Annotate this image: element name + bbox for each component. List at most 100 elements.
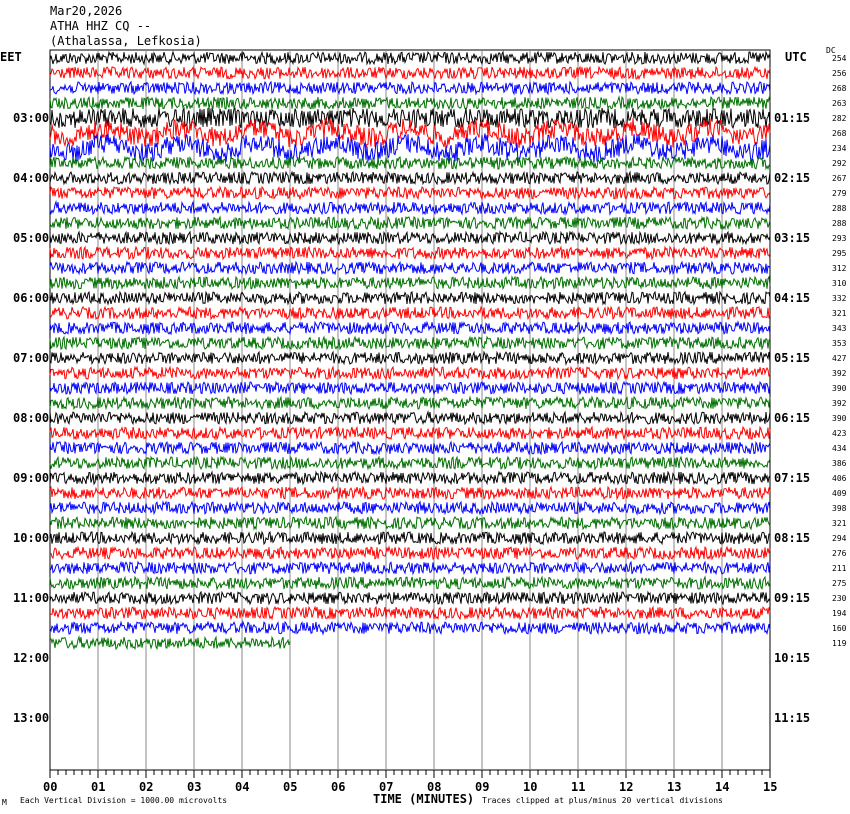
dc-offset-label: 332 [832,294,847,303]
seismic-trace [49,170,771,186]
x-tick-label: 06 [331,780,346,794]
seismic-trace [49,560,771,576]
plot-frame [49,49,771,771]
x-tick-label: 11 [571,780,586,794]
seismic-trace [49,65,771,81]
dc-offset-label: 276 [832,549,847,558]
right-time-label: 06:15 [774,411,811,425]
x-tick-label: 07 [379,780,394,794]
x-tick-label: 08 [427,780,442,794]
seismic-trace [49,500,771,516]
seismic-trace [49,515,771,531]
seismic-trace [49,635,291,651]
seismic-trace [49,605,771,621]
right-time-label: 07:15 [774,471,811,485]
left-time-label: 03:00 [13,111,50,125]
scale-note: Each Vertical Division = 1000.00 microvo… [20,796,228,805]
dc-offset-label: 312 [832,264,847,273]
dc-offset-label: 288 [832,219,847,228]
seismic-trace [49,575,771,591]
x-tick-label: 12 [619,780,634,794]
dc-offset-label: 310 [832,279,847,288]
seismic-trace [49,117,771,149]
seismic-trace [49,260,771,276]
seismic-trace [49,95,771,111]
seismic-trace [49,620,771,636]
dc-offset-label: 392 [832,399,847,408]
right-time-label: 01:15 [774,111,811,125]
dc-offset-label: 254 [832,54,847,63]
seismic-trace [49,410,771,426]
right-time-label: 02:15 [774,171,811,185]
x-tick-label: 13 [667,780,682,794]
dc-offset-label: 398 [832,504,847,513]
dc-offset-label: 234 [832,144,847,153]
seismic-trace [49,50,771,66]
dc-offset-label: 392 [832,369,847,378]
seismic-trace [49,590,771,606]
dc-offset-label: 386 [832,459,847,468]
seismic-trace [49,545,771,561]
seismic-trace [49,275,771,291]
seismic-trace [49,455,771,471]
dc-offset-label: 406 [832,474,847,483]
seismic-trace [49,365,771,381]
left-time-label: 08:00 [13,411,50,425]
seismic-trace [49,530,771,546]
seismic-trace [49,305,771,321]
date-label: Mar20,2026 [50,4,123,18]
right-time-label: 05:15 [774,351,811,365]
seismic-trace [49,245,771,261]
dc-offset-label: 294 [832,534,847,543]
dc-offset-label: 279 [832,189,847,198]
x-tick-label: 14 [715,780,730,794]
seismic-trace [49,185,771,201]
x-tick-label: 03 [187,780,202,794]
clip-note: Traces clipped at plus/minus 20 vertical… [482,796,723,805]
right-time-label: 11:15 [774,711,811,725]
seismic-trace [49,320,771,336]
x-axis-label: TIME (MINUTES) [373,792,475,806]
seismic-trace [49,155,771,171]
seismic-trace [49,215,771,231]
x-tick-label: 02 [139,780,154,794]
dc-offset-label: 321 [832,309,847,318]
seismic-trace [49,350,771,366]
right-timezone: UTC [785,50,807,64]
dc-offset-label: 292 [832,159,847,168]
dc-offset-label: 230 [832,594,847,603]
left-time-label: 05:00 [13,231,50,245]
seismic-trace [49,80,771,96]
location-label: (Athalassa, Lefkosia) [50,34,202,48]
dc-offset-label: 282 [832,114,847,123]
right-time-label: 04:15 [774,291,811,305]
seismic-trace [49,290,771,306]
dc-offset-label: 268 [832,84,847,93]
dc-offset-label: 263 [832,99,847,108]
left-time-label: 12:00 [13,651,50,665]
left-time-label: 07:00 [13,351,50,365]
left-time-label: 09:00 [13,471,50,485]
dc-offset-label: 275 [832,579,847,588]
left-time-label: 04:00 [13,171,50,185]
dc-offset-label: 343 [832,324,847,333]
seismic-trace [49,380,771,396]
right-time-label: 03:15 [774,231,811,245]
dc-offset-label: 194 [832,609,847,618]
left-timezone: EET [0,50,22,64]
right-time-label: 09:15 [774,591,811,605]
x-tick-label: 01 [91,780,106,794]
left-time-label: 10:00 [13,531,50,545]
left-time-label: 13:00 [13,711,50,725]
dc-label: DC [826,46,836,55]
seismic-trace [49,395,771,411]
dc-offset-label: 353 [832,339,847,348]
dc-offset-label: 160 [832,624,847,633]
dc-offset-label: 288 [832,204,847,213]
dc-offset-label: 268 [832,129,847,138]
dc-offset-label: 293 [832,234,847,243]
corner-mark: M [2,798,7,807]
dc-offset-label: 390 [832,414,847,423]
dc-offset-label: 295 [832,249,847,258]
